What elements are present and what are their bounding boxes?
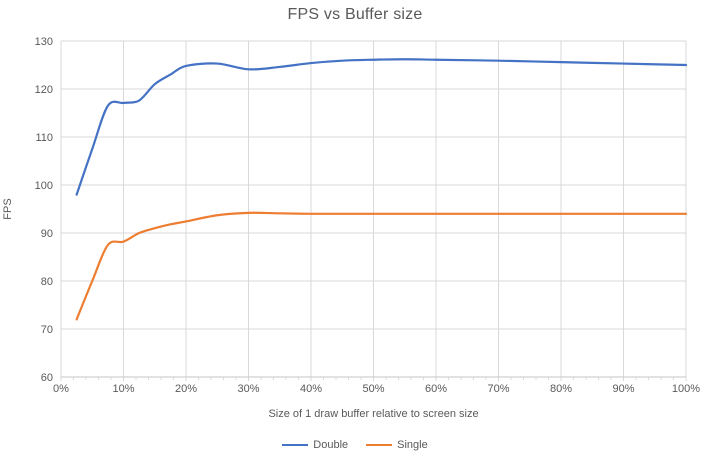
x-tick-label-80: 80%: [550, 383, 572, 395]
x-tick-label-70: 70%: [487, 383, 509, 395]
x-tick-label-30: 30%: [237, 383, 259, 395]
y-tick-label-120: 120: [35, 84, 53, 96]
x-axis-title: Size of 1 draw buffer relative to screen…: [268, 408, 479, 420]
y-tick-label-70: 70: [41, 324, 53, 336]
y-tick-label-90: 90: [41, 228, 53, 240]
legend: Double Single: [0, 439, 710, 451]
x-tick-label-0: 0%: [53, 383, 69, 395]
x-tick-label-10: 10%: [112, 383, 134, 395]
y-tick-label-80: 80: [41, 276, 53, 288]
x-tick-label-20: 20%: [175, 383, 197, 395]
legend-swatch-double: [282, 444, 309, 446]
x-tick-label-40: 40%: [300, 383, 322, 395]
y-tick-label-110: 110: [35, 132, 53, 144]
legend-swatch-single: [366, 444, 393, 446]
legend-item-single: Single: [366, 439, 428, 451]
y-axis-title: FPS: [2, 198, 14, 220]
legend-label-double: Double: [313, 439, 349, 451]
x-tick-label-100: 100%: [672, 383, 700, 395]
x-tick-label-50: 50%: [362, 383, 384, 395]
chart-title: FPS vs Buffer size: [287, 6, 423, 23]
y-tick-label-60: 60: [41, 372, 53, 384]
y-tick-label-130: 130: [35, 36, 53, 48]
x-tick-label-60: 60%: [425, 383, 447, 395]
legend-item-double: Double: [282, 439, 348, 451]
series-line-double: [75, 58, 688, 196]
y-tick-label-100: 100: [35, 180, 53, 192]
x-tick-label-90: 90%: [612, 383, 634, 395]
series-line-single: [75, 211, 688, 321]
legend-label-single: Single: [397, 439, 428, 451]
